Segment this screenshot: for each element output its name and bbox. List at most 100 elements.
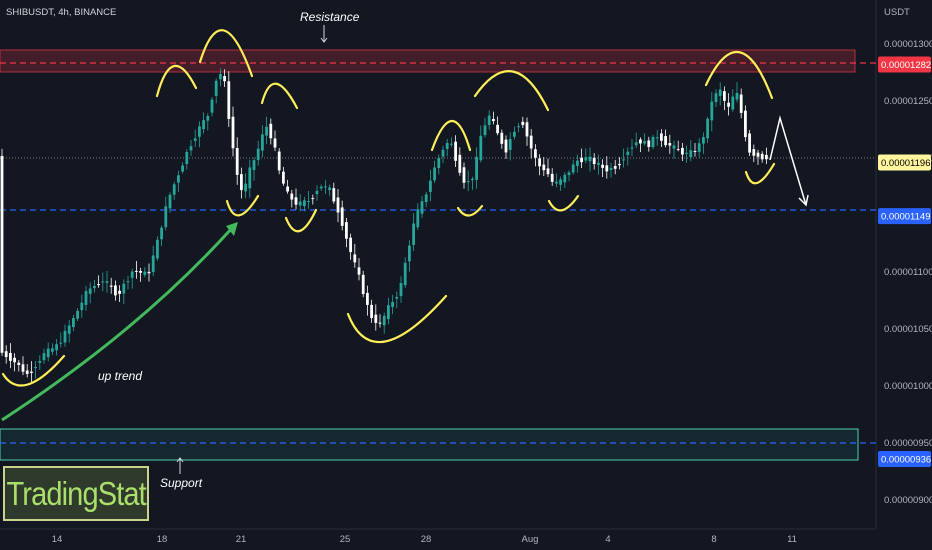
candle-body <box>534 149 537 158</box>
candle-body <box>21 364 25 372</box>
candle-body <box>395 296 399 299</box>
yellow-arc-7 <box>346 294 448 344</box>
candle-body <box>597 162 600 165</box>
candle-body <box>9 353 12 361</box>
candle-body <box>122 283 126 294</box>
candle-body <box>588 156 592 162</box>
candle-body <box>151 255 155 273</box>
candle-body <box>298 201 302 206</box>
candle-body <box>416 209 420 228</box>
candle-body <box>471 178 474 181</box>
candle-body <box>282 171 285 184</box>
candle-body <box>576 160 579 166</box>
price-tick-label: 0.00001050 <box>884 324 932 335</box>
candle-body <box>462 167 466 183</box>
candle-body <box>550 173 554 182</box>
candle-body <box>4 351 8 358</box>
candle-body <box>513 131 516 137</box>
candle-body <box>59 342 63 344</box>
candle-body <box>227 81 231 120</box>
candle-body <box>235 148 239 175</box>
candle-body <box>307 201 310 203</box>
candle-body <box>521 121 525 126</box>
time-tick-label: 18 <box>157 534 168 545</box>
candle-body <box>42 353 46 361</box>
uptrend-arrowhead <box>226 222 238 236</box>
yellow-arc-5 <box>260 82 299 110</box>
candle-body <box>727 102 730 107</box>
candle-body <box>500 132 504 144</box>
candle-body <box>387 305 390 320</box>
symbol-title[interactable]: SHIBUSDT, 4h, BINANCE <box>6 7 116 18</box>
candle-body <box>643 141 646 144</box>
yellow-arc-13 <box>744 162 776 185</box>
candle-body <box>647 140 651 147</box>
candle-body <box>202 120 205 130</box>
time-tick-label: 4 <box>605 534 610 545</box>
candle-body <box>609 167 613 170</box>
candle-body <box>567 172 571 176</box>
candle-body <box>105 281 109 283</box>
candle-body <box>483 125 487 136</box>
candle-body <box>231 116 235 149</box>
candle-body <box>714 93 718 103</box>
price-label-text: 0.00001196 <box>881 158 931 169</box>
candle-body <box>689 150 693 158</box>
candle-body <box>214 80 218 96</box>
candle-body <box>563 174 567 183</box>
candle-body <box>580 157 583 163</box>
candle-body <box>51 348 54 352</box>
price-label-text: 0.00000936 <box>881 454 931 465</box>
price-label-text: 0.00001282 <box>881 60 931 71</box>
yellow-arc-9 <box>456 204 484 217</box>
candle-body <box>756 152 760 157</box>
candle-body <box>361 274 365 295</box>
candle-body <box>622 159 625 161</box>
candle-body <box>181 165 184 172</box>
candle-body <box>370 304 373 319</box>
candle-body <box>88 288 92 294</box>
time-tick-label: 21 <box>236 534 247 545</box>
candle-body <box>508 139 512 150</box>
candle-body <box>710 101 714 121</box>
candle-body <box>118 290 121 294</box>
candle-body <box>420 201 424 214</box>
candle-body <box>277 151 281 171</box>
candle-body <box>760 153 764 160</box>
candle-body <box>114 285 117 296</box>
candle-body <box>164 206 168 228</box>
price-label-badge <box>878 154 931 171</box>
candle-body <box>399 283 403 297</box>
candle-body <box>487 115 491 125</box>
candle-body <box>143 271 147 275</box>
candles-group <box>0 68 768 384</box>
candle-body <box>324 186 327 188</box>
candle-body <box>693 151 697 153</box>
candle-body <box>340 207 344 226</box>
candle-body <box>744 110 747 138</box>
candle-body <box>30 371 33 374</box>
candle-body <box>702 137 705 144</box>
candle-body <box>76 310 79 319</box>
yellow-arc-3 <box>198 29 254 78</box>
candle-body <box>408 245 411 262</box>
time-tick-label: Aug <box>522 534 539 545</box>
candle-body <box>685 152 688 154</box>
pattern-drawings <box>1 29 776 387</box>
candle-body <box>735 92 739 100</box>
candle-body <box>403 262 407 286</box>
candle-body <box>437 157 441 169</box>
candle-body <box>147 271 151 274</box>
candle-body <box>160 227 163 240</box>
candle-body <box>559 179 562 185</box>
candle-body <box>592 157 596 165</box>
candle-body <box>492 119 495 122</box>
candle-body <box>697 143 701 152</box>
candle-body <box>336 197 340 213</box>
candle-body <box>391 301 394 308</box>
price-tick-label: 0.00000900 <box>884 495 932 506</box>
candle-body <box>223 76 226 82</box>
candle-body <box>273 138 277 148</box>
